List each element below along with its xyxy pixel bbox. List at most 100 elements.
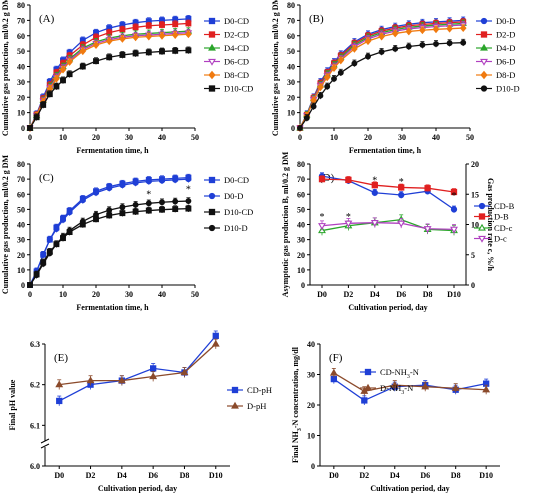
data-point [371, 189, 378, 196]
series-line [299, 42, 464, 129]
y-tick-label: 30 [287, 78, 295, 87]
y-tick-label: 6.0 [30, 462, 40, 471]
data-point [330, 64, 338, 73]
x-tick-label: 30 [125, 133, 133, 142]
data-point [59, 65, 67, 74]
x-tick-label: D10 [479, 471, 493, 480]
legend-label: D8-CD [224, 70, 249, 80]
data-point [211, 339, 220, 347]
legend-marker [208, 17, 216, 25]
data-point [432, 25, 440, 34]
data-point [40, 251, 47, 258]
series-D-pH [55, 338, 220, 390]
y-tick-label: 0 [21, 124, 25, 133]
y-tick-label: 20 [287, 93, 295, 102]
x-tick-label: D10 [209, 471, 223, 480]
data-point [119, 26, 126, 33]
data-point [172, 176, 179, 183]
legend-label: D6-CD [224, 57, 249, 67]
legend-marker [231, 401, 239, 409]
y-tick-label: 50 [17, 47, 25, 56]
chart-panel-4: 0 10 20 30 40 50 60 70 80 0 5 10 15 20 D0 D2 D4 D6 D8 D10 Cu… [281, 151, 515, 312]
series-line [321, 222, 455, 230]
data-point [423, 226, 432, 233]
data-point [317, 83, 324, 92]
y-tick-label: 0 [291, 124, 295, 133]
legend-label: D6-D [496, 57, 515, 67]
legend-label: CD-NH3-N [380, 367, 419, 380]
data-point [398, 184, 405, 191]
x-tick-label: D8 [451, 471, 461, 480]
data-point [185, 176, 192, 183]
legend-item: CD-B [474, 201, 515, 211]
data-point [33, 272, 40, 279]
x-tick-label: 50 [191, 290, 199, 299]
legend-item: D4-D [476, 43, 515, 53]
data-point [371, 182, 378, 189]
y-tick-label: 30 [17, 78, 25, 87]
legend-marker [208, 58, 216, 66]
legend-item: D0-D [204, 191, 243, 201]
data-point [159, 48, 165, 55]
legend-item: D8-D [476, 70, 515, 80]
data-point [53, 74, 60, 83]
data-point [337, 69, 344, 76]
y-axis-label: Cumulative gas production, ml/0.2 g DM [271, 0, 280, 136]
data-point [317, 92, 324, 99]
series-line [29, 176, 189, 286]
legend-item: D-B [474, 212, 509, 222]
x-axis-label: Cultivation period, day [348, 303, 427, 312]
legend-item: D0-D [476, 16, 515, 26]
data-point [482, 385, 491, 393]
data-point [40, 260, 47, 267]
legend-marker [208, 176, 216, 184]
legend-item: D0-CD [204, 175, 249, 185]
legend-marker [208, 85, 216, 92]
legend-label: CD-pH [247, 385, 272, 395]
x-tick-label: D6 [420, 471, 430, 480]
data-point [351, 44, 358, 53]
data-point [361, 397, 368, 404]
data-point [119, 52, 126, 58]
data-point [149, 372, 158, 380]
x-tick-label: 30 [398, 133, 406, 142]
x-tick-label: D4 [370, 290, 380, 299]
data-point [33, 114, 40, 121]
series-line [29, 178, 189, 286]
significance-mark: * [346, 212, 351, 223]
legend-marker [231, 386, 239, 394]
y-tick-label: 20 [307, 401, 315, 410]
legend-item: CD-NH3-N [360, 367, 419, 380]
x-tick-label: 0 [298, 133, 302, 142]
series-CD-B [318, 172, 458, 213]
y-tick-label: 80 [287, 1, 295, 10]
y-tick-label: 20 [17, 251, 25, 260]
x-tick-label: D2 [344, 290, 354, 299]
data-point [171, 31, 179, 39]
x-tick-label: D2 [359, 471, 369, 480]
data-point [185, 205, 192, 212]
y-tick-label: 50 [297, 205, 305, 214]
data-point [370, 220, 379, 227]
legend-item: D6-D [476, 57, 515, 67]
y-tick-label: 30 [17, 236, 25, 245]
data-point [119, 182, 126, 189]
y-tick-label: 40 [17, 221, 25, 230]
data-point [145, 49, 152, 56]
data-point [145, 178, 152, 185]
data-point [459, 24, 467, 33]
legend-marker [480, 70, 488, 80]
y-tick-label: 40 [297, 221, 305, 230]
data-point [145, 207, 152, 214]
legend-label: D0-D [496, 16, 515, 26]
data-point [132, 50, 139, 57]
legend-label: D10-CD [224, 207, 253, 217]
legend-label: D-B [494, 212, 509, 222]
x-tick-label: 20 [92, 290, 100, 299]
data-point [446, 24, 453, 33]
series-line [29, 33, 189, 129]
axis-break-gap [41, 441, 49, 447]
data-point [145, 32, 153, 41]
x-tick-label: 40 [432, 133, 440, 142]
data-point [398, 191, 405, 199]
